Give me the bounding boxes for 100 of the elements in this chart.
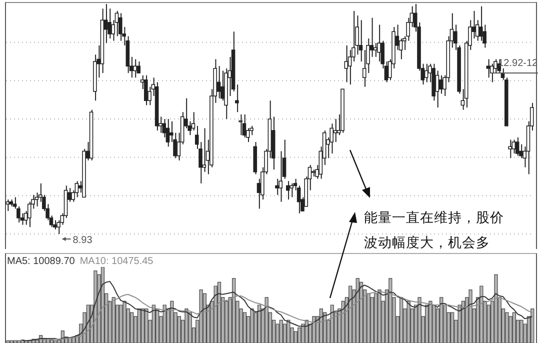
candlestick bbox=[108, 8, 112, 39]
candlestick bbox=[144, 74, 148, 106]
text: 8.93 bbox=[72, 235, 93, 246]
bar bbox=[100, 267, 105, 343]
bar bbox=[370, 297, 374, 343]
bar bbox=[301, 324, 305, 343]
candlestick bbox=[330, 123, 334, 154]
bar bbox=[122, 300, 126, 343]
bar bbox=[276, 324, 280, 343]
candlestick bbox=[6, 199, 10, 212]
bar bbox=[294, 331, 298, 343]
candlestick bbox=[216, 66, 221, 99]
bar bbox=[202, 293, 206, 343]
bar bbox=[428, 300, 432, 343]
candlestick bbox=[508, 139, 512, 159]
candlestick bbox=[490, 63, 494, 83]
bar bbox=[188, 312, 192, 343]
bar bbox=[140, 308, 145, 343]
bar bbox=[50, 340, 54, 343]
bar bbox=[359, 282, 364, 343]
candlestick bbox=[202, 128, 206, 172]
candlestick bbox=[275, 178, 279, 196]
bar bbox=[214, 286, 218, 343]
bar bbox=[406, 300, 410, 343]
text: MA5: 10089.70 bbox=[7, 256, 75, 267]
bar bbox=[17, 340, 21, 343]
bar bbox=[170, 300, 174, 343]
candlestick bbox=[344, 44, 348, 83]
bar bbox=[505, 312, 509, 343]
bar bbox=[341, 300, 345, 343]
bar bbox=[418, 297, 422, 343]
bar bbox=[162, 304, 166, 343]
candlestick bbox=[166, 118, 170, 148]
bar bbox=[450, 312, 454, 343]
bar bbox=[366, 293, 370, 343]
candlestick bbox=[278, 150, 283, 202]
bar bbox=[250, 308, 254, 343]
candlestick bbox=[358, 20, 363, 62]
bar bbox=[512, 312, 516, 343]
bar bbox=[258, 304, 262, 343]
bar bbox=[199, 290, 203, 343]
bar bbox=[54, 340, 58, 343]
bar bbox=[264, 297, 268, 343]
text: MA10: 10475.45 bbox=[80, 256, 154, 267]
bar bbox=[356, 278, 360, 343]
bar bbox=[374, 293, 378, 343]
bar bbox=[348, 286, 352, 343]
bar bbox=[323, 312, 327, 343]
bar bbox=[184, 308, 188, 343]
bar bbox=[520, 320, 524, 343]
bar bbox=[400, 297, 404, 343]
bar bbox=[432, 304, 436, 343]
bar bbox=[144, 308, 148, 343]
bar bbox=[461, 300, 466, 343]
bar bbox=[494, 274, 498, 343]
bar bbox=[94, 270, 98, 343]
candlestick bbox=[515, 136, 520, 156]
bar bbox=[458, 304, 462, 343]
bar bbox=[217, 282, 222, 343]
bar bbox=[425, 304, 429, 343]
candlestick bbox=[235, 84, 239, 113]
annotation: 能量一直在维持，股价波动幅度大，机会多 bbox=[364, 209, 505, 253]
candlestick bbox=[290, 182, 294, 198]
candlestick bbox=[34, 192, 39, 207]
bar bbox=[130, 312, 134, 343]
bar bbox=[282, 324, 287, 343]
bar bbox=[224, 300, 228, 343]
candlestick bbox=[191, 112, 196, 131]
bar bbox=[242, 312, 247, 343]
bar bbox=[468, 290, 472, 343]
bar bbox=[279, 320, 283, 343]
bar bbox=[152, 304, 156, 343]
bar bbox=[378, 290, 382, 343]
bar bbox=[286, 320, 290, 343]
bar bbox=[486, 304, 491, 343]
candlestick bbox=[242, 114, 246, 138]
candlestick bbox=[424, 63, 428, 83]
candlestick bbox=[114, 10, 119, 37]
bar bbox=[480, 286, 484, 343]
candlestick bbox=[333, 118, 338, 142]
candlestick bbox=[12, 196, 17, 210]
bar bbox=[14, 340, 18, 343]
candlestick bbox=[286, 180, 290, 200]
candlestick bbox=[435, 70, 440, 108]
bar bbox=[232, 278, 236, 343]
candlestick bbox=[373, 42, 378, 58]
bar bbox=[312, 316, 316, 343]
candlestick bbox=[438, 74, 443, 94]
bar bbox=[86, 304, 90, 343]
candlestick bbox=[238, 114, 242, 136]
bar bbox=[112, 297, 116, 343]
candlestick bbox=[118, 12, 122, 42]
candlestick bbox=[220, 70, 224, 102]
candlestick bbox=[512, 139, 516, 154]
candlestick bbox=[133, 58, 137, 78]
candlestick bbox=[348, 50, 352, 85]
candlestick bbox=[136, 61, 141, 74]
bar bbox=[508, 316, 512, 343]
bar bbox=[440, 297, 444, 343]
bar bbox=[10, 340, 14, 343]
